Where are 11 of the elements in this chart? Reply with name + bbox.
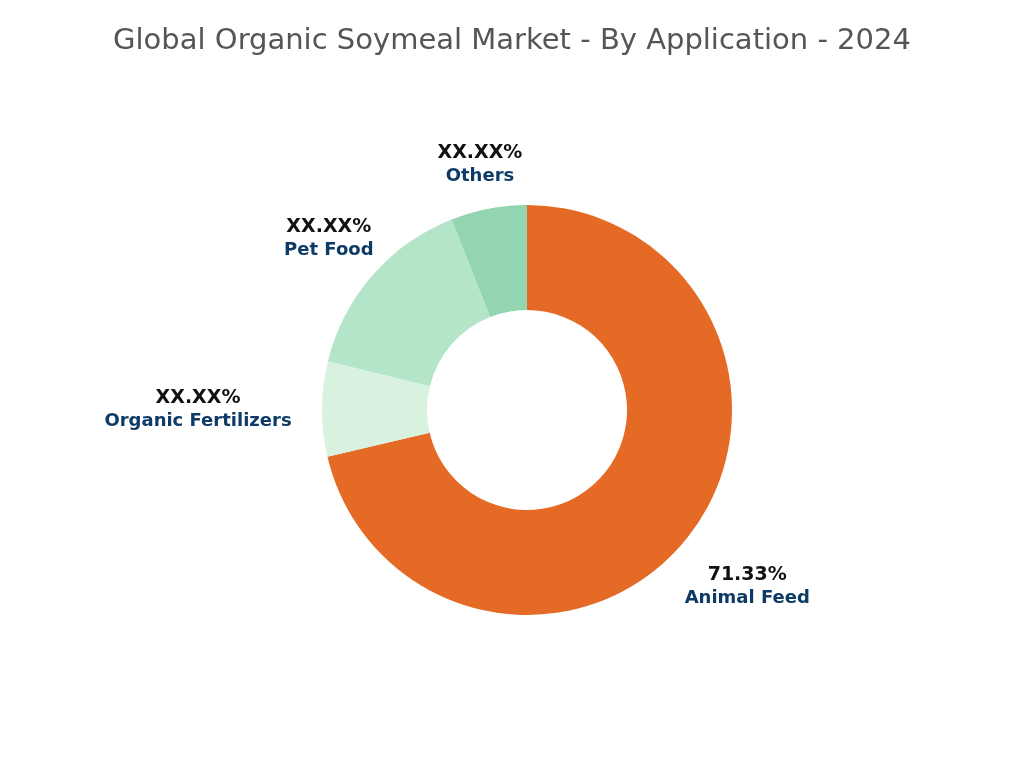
slice-label: Animal Feed xyxy=(684,585,810,607)
slice-label: Others xyxy=(445,164,515,186)
slice-label: Pet Food xyxy=(284,238,374,260)
chart-title: Global Organic Soymeal Market - By Application - 2024 xyxy=(113,22,911,56)
data-label: XX.XX% xyxy=(155,385,241,408)
slice-label: Organic Fertilizers xyxy=(104,409,292,431)
donut-slice xyxy=(322,361,430,457)
data-label: XX.XX% xyxy=(437,140,523,163)
data-label: XX.XX% xyxy=(286,214,372,237)
data-label: 71.33% xyxy=(707,561,787,584)
donut-slice xyxy=(451,205,527,318)
